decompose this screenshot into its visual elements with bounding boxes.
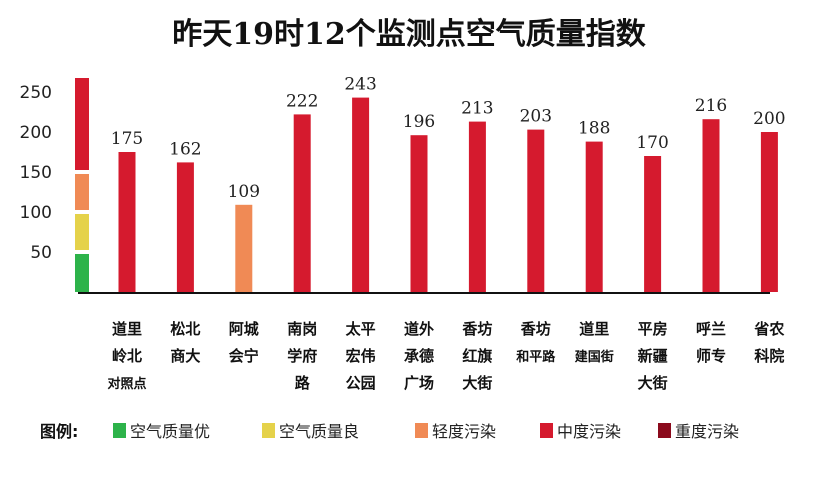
value-label: 170 (636, 133, 668, 153)
value-label: 213 (461, 99, 493, 119)
value-label: 109 (228, 182, 260, 202)
bar (702, 119, 720, 292)
legend-swatch (113, 423, 126, 438)
y-tick-label: 150 (20, 163, 52, 183)
category-label: 科院 (754, 347, 784, 365)
legend-label: 中度污染 (557, 422, 621, 441)
bar (118, 152, 136, 292)
legend-swatch (658, 423, 671, 438)
bar (468, 121, 486, 292)
bar (410, 135, 428, 292)
value-label: 188 (578, 119, 610, 139)
category-label: 阿城 (229, 320, 259, 338)
y-tick-label: 100 (20, 203, 52, 223)
category-label: 广场 (404, 374, 434, 392)
category-label: 师专 (696, 347, 726, 365)
category-label: 南岗 (287, 320, 317, 338)
category-label: 道里 (112, 320, 142, 338)
category-label: 道外 (404, 320, 434, 338)
value-label: 162 (169, 139, 201, 159)
category-label: 平房 (638, 320, 668, 338)
category-label: 大街 (638, 374, 668, 392)
legend-swatch (540, 423, 553, 438)
category-label: 香坊 (521, 320, 551, 338)
category-label: 岭北 (112, 347, 142, 365)
scale-band (75, 78, 89, 170)
y-tick-label: 200 (20, 123, 52, 143)
bar (644, 156, 662, 292)
category-label: 省农 (753, 320, 784, 338)
category-label: 新疆 (638, 347, 668, 365)
y-axis-ticks: 50 100 150 200 250 (20, 83, 52, 263)
category-label: 香坊 (462, 320, 492, 338)
scale-band (75, 254, 89, 292)
legend: 图例: 空气质量优 空气质量良 轻度污染 中度污染 重度污染 (40, 422, 739, 441)
category-label: 承德 (404, 347, 434, 365)
legend-swatch (415, 423, 428, 438)
legend-label: 空气质量良 (279, 422, 359, 441)
legend-label: 轻度污染 (432, 422, 496, 441)
category-label: 会宁 (229, 347, 259, 365)
y-tick-label: 50 (30, 243, 52, 263)
legend-label: 重度污染 (675, 422, 739, 441)
category-label: 对照点 (107, 376, 146, 392)
value-label: 243 (344, 75, 376, 95)
legend-swatch (262, 423, 275, 438)
legend-title: 图例: (40, 422, 78, 441)
bar (352, 97, 370, 292)
category-label: 松北 (170, 320, 200, 338)
category-label: 道里 (579, 320, 609, 338)
value-label: 222 (286, 91, 318, 111)
bar (176, 162, 194, 292)
category-label: 大街 (462, 374, 492, 392)
value-label: 216 (695, 96, 727, 116)
category-label: 商大 (170, 347, 200, 365)
scale-band (75, 214, 89, 250)
value-labels: 175 162 109 222 243 196 213 203 188 170 216 200 (111, 75, 786, 202)
category-label: 宏伟 (346, 347, 376, 365)
category-label: 红旗 (462, 347, 492, 365)
color-scale-bar (75, 78, 89, 292)
y-tick-label: 250 (20, 83, 52, 103)
legend-label: 空气质量优 (130, 422, 210, 441)
category-label: 和平路 (516, 349, 556, 365)
scale-band (75, 174, 89, 210)
category-label: 呼兰 (696, 320, 726, 338)
value-label: 196 (403, 112, 435, 132)
bar (293, 114, 311, 293)
bar (527, 129, 545, 292)
category-label: 路 (295, 374, 311, 392)
bars (118, 97, 778, 293)
value-label: 200 (753, 109, 785, 129)
category-label: 公园 (346, 374, 376, 392)
category-label: 建国街 (575, 349, 614, 365)
bar (235, 204, 253, 292)
chart-title: 昨天19时12个监测点空气质量指数 (172, 17, 646, 52)
bar (585, 141, 603, 292)
category-label: 学府 (287, 347, 317, 365)
category-label: 太平 (346, 320, 376, 338)
value-label: 175 (111, 129, 143, 149)
bar (760, 132, 778, 292)
value-label: 203 (520, 107, 552, 127)
